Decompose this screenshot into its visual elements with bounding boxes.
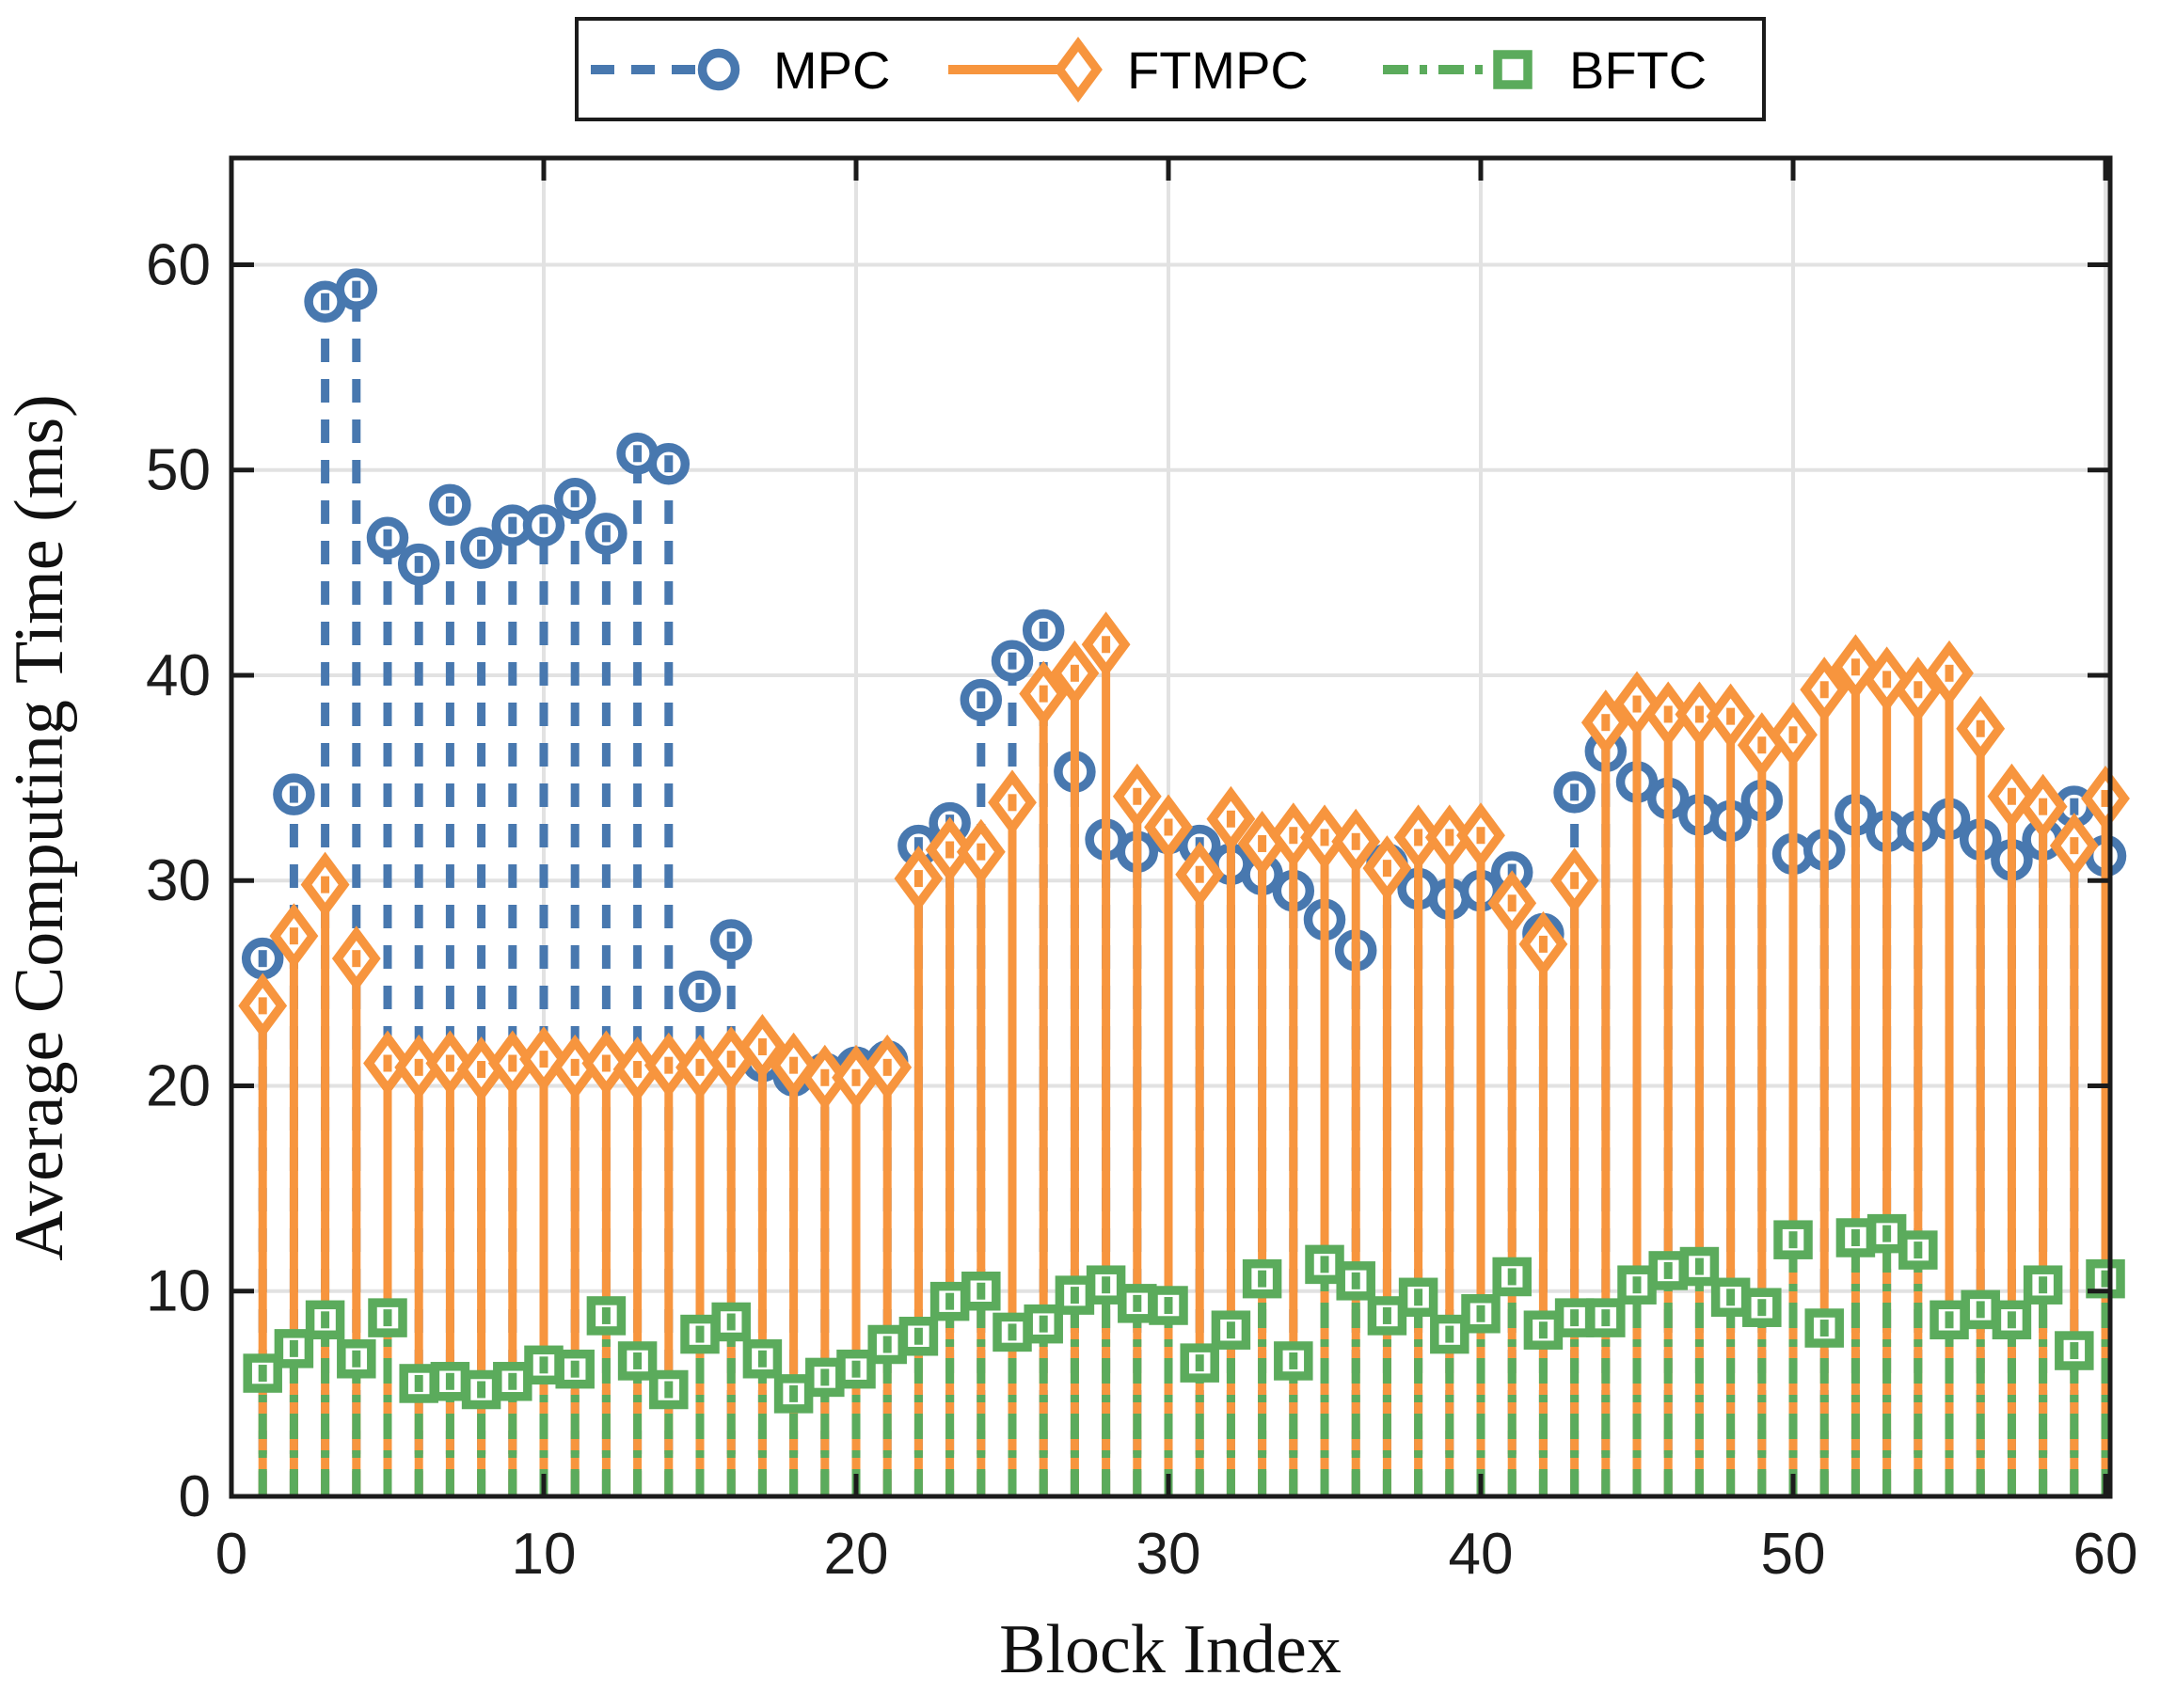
square-marker	[898, 1317, 939, 1356]
legend-circle-marker	[697, 48, 740, 91]
x-axis-title: Block Index	[999, 1611, 1342, 1688]
y-tick-label: 60	[146, 232, 211, 297]
square-marker	[1492, 1257, 1532, 1297]
y-tick-label: 0	[179, 1464, 211, 1529]
x-tick-label: 0	[215, 1522, 247, 1587]
legend-label-bftc: BFTC	[1569, 40, 1707, 100]
square-marker	[742, 1339, 783, 1379]
y-tick-label: 40	[146, 643, 211, 708]
legend-box	[575, 17, 1766, 121]
square-marker	[1804, 1308, 1844, 1348]
legend-diamond-marker	[1054, 37, 1103, 103]
legend-square-marker	[1493, 50, 1533, 89]
x-tick-label: 30	[1136, 1522, 1201, 1587]
y-tick-label: 20	[146, 1053, 211, 1118]
square-marker	[1336, 1261, 1375, 1301]
x-tick-label: 40	[1449, 1522, 1514, 1587]
square-marker	[1180, 1343, 1219, 1383]
y-tick-label: 30	[146, 848, 211, 913]
legend-samples	[591, 37, 1533, 103]
square-marker	[1742, 1288, 1782, 1327]
series-bftc	[243, 1213, 2125, 1494]
y-tick-label: 50	[146, 438, 211, 503]
x-tick-label: 10	[512, 1522, 577, 1587]
legend-label-ftmpc: FTMPC	[1127, 40, 1309, 100]
y-axis-title: Average Computing Time (ms)	[1, 394, 78, 1261]
square-marker	[711, 1302, 751, 1342]
series-ftmpc	[238, 611, 2130, 1494]
square-marker	[649, 1369, 689, 1410]
legend: MPC FTMPC BFTC	[575, 17, 1766, 121]
tick-labels: 0 10 20 30 40 50 60 0 10 20 30 40 50 60	[146, 232, 2137, 1587]
square-marker	[1398, 1277, 1438, 1318]
x-tick-label: 50	[1761, 1522, 1826, 1587]
x-tick-label: 20	[824, 1522, 889, 1587]
y-tick-label: 10	[146, 1259, 211, 1324]
x-tick-label: 60	[2073, 1522, 2138, 1587]
legend-label-mpc: MPC	[773, 40, 890, 100]
square-marker	[805, 1357, 845, 1398]
square-marker	[243, 1353, 282, 1393]
series-layer	[238, 268, 2130, 1494]
plot-border	[229, 155, 2113, 1499]
